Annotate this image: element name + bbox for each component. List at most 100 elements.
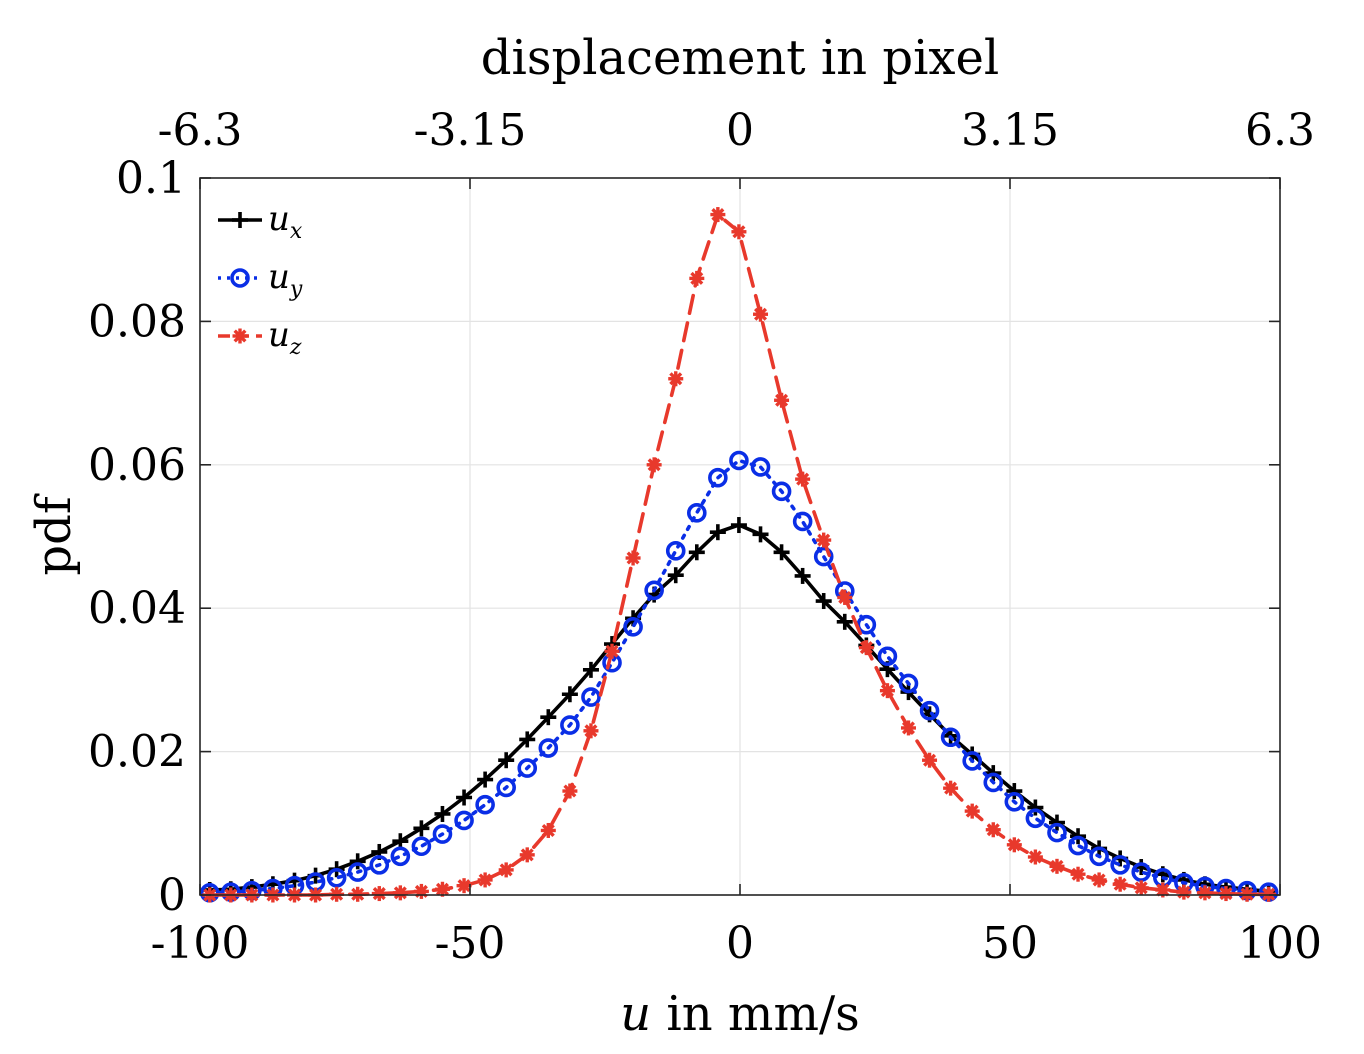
data-point-uz <box>879 683 895 699</box>
data-point-uz <box>816 532 832 548</box>
data-point-uy <box>644 580 664 601</box>
data-point-uz <box>562 783 578 799</box>
data-point-ux <box>1006 783 1023 800</box>
series-ux <box>201 517 1277 900</box>
data-point-uz <box>858 640 874 656</box>
data-point-uz <box>646 457 662 473</box>
data-point-uz <box>689 270 705 286</box>
data-point-uz <box>1070 866 1086 882</box>
y-tick-label: 0.1 <box>116 153 186 204</box>
data-point-ux <box>540 709 557 726</box>
legend-marker <box>232 328 248 344</box>
data-point-uy <box>792 511 813 532</box>
top-x-axis-title: displacement in pixel <box>481 30 1000 86</box>
data-point-uz <box>900 720 916 736</box>
data-point-uz <box>392 885 408 901</box>
series-line-ux <box>207 523 1271 894</box>
data-point-uy <box>517 758 538 778</box>
data-point-uy <box>708 467 728 488</box>
data-point-uy <box>623 617 643 637</box>
x-tick-label: 50 <box>982 918 1038 969</box>
data-point-uy <box>1004 791 1025 812</box>
data-point-uy <box>1089 846 1109 867</box>
data-point-uz <box>1176 884 1192 900</box>
x-tick-label: 100 <box>1238 918 1322 969</box>
data-point-ux <box>667 567 684 584</box>
data-point-uy <box>369 855 390 875</box>
data-point-uz <box>943 780 959 796</box>
data-point-uy <box>771 481 792 502</box>
data-point-uy <box>347 862 368 882</box>
data-point-uz <box>668 371 684 387</box>
data-point-ux <box>730 517 747 534</box>
data-point-ux <box>709 524 726 541</box>
data-point-ux <box>1027 799 1044 816</box>
x-axis-title: u in mm/s <box>620 986 860 1042</box>
data-point-uz <box>1006 837 1022 853</box>
legend-label: ux <box>268 199 303 244</box>
data-point-uy <box>1047 822 1067 843</box>
legend: ux uy uz <box>218 199 303 360</box>
data-point-uy <box>411 836 432 857</box>
data-point-uy <box>940 727 961 748</box>
data-point-uz <box>837 589 853 605</box>
top-x-tick-label: 0 <box>726 105 754 156</box>
top-x-tick-label: -3.15 <box>414 105 527 156</box>
data-point-ux <box>561 686 578 703</box>
data-point-uz <box>413 883 429 899</box>
legend-entry-ux: ux <box>218 199 303 244</box>
data-point-uz <box>1049 858 1065 874</box>
data-point-ux <box>794 567 811 584</box>
data-point-uy <box>454 810 474 831</box>
data-point-ux <box>456 789 473 806</box>
data-point-uy <box>475 794 495 815</box>
data-point-ux <box>836 613 853 630</box>
data-point-ux <box>582 661 599 678</box>
data-point-uz <box>604 643 620 659</box>
data-point-ux <box>688 544 705 561</box>
x-axis-title-unit: in mm/s <box>651 986 860 1042</box>
data-point-uy <box>390 846 411 867</box>
y-axis-title: pdf <box>26 493 82 575</box>
data-point-uz <box>795 471 811 487</box>
top-x-tick-label: 3.15 <box>961 105 1059 156</box>
series-uz <box>202 207 1277 903</box>
data-point-uy <box>1131 862 1152 882</box>
data-point-uy <box>686 503 707 523</box>
data-point-uz <box>519 847 535 863</box>
data-point-uz <box>922 752 938 768</box>
data-point-uy <box>962 751 983 771</box>
data-point-ux <box>349 853 366 870</box>
x-axis-title-variable: u <box>620 986 651 1042</box>
data-point-uy <box>326 867 347 888</box>
data-point-ux <box>1048 814 1065 831</box>
y-tick-label: 0.04 <box>88 583 186 634</box>
top-x-tick-label: -6.3 <box>158 105 243 156</box>
data-point-uy <box>1025 808 1046 829</box>
x-tick-label: 0 <box>726 918 754 969</box>
data-point-ux <box>752 526 769 543</box>
data-point-uy <box>1068 835 1088 856</box>
data-point-uz <box>1027 849 1043 865</box>
data-point-uy <box>1110 855 1130 875</box>
grid <box>199 177 1281 896</box>
series-uy <box>199 450 1279 903</box>
data-point-ux <box>773 544 790 561</box>
data-point-uz <box>731 224 747 240</box>
data-point-uz <box>985 822 1001 838</box>
data-point-uz <box>710 207 726 223</box>
data-point-uy <box>813 546 834 567</box>
data-point-uz <box>583 723 599 739</box>
data-point-ux <box>815 593 832 610</box>
legend-marker <box>230 268 250 288</box>
data-point-uy <box>581 687 601 707</box>
data-point-uy <box>919 700 940 721</box>
data-point-uz <box>774 392 790 408</box>
data-point-uy <box>877 646 898 667</box>
data-point-ux <box>477 771 494 788</box>
data-point-uz <box>753 306 769 322</box>
y-tick-label: 0.06 <box>88 440 186 491</box>
tick-marks <box>199 177 1281 896</box>
data-point-uz <box>540 822 556 838</box>
data-point-ux <box>434 805 451 822</box>
